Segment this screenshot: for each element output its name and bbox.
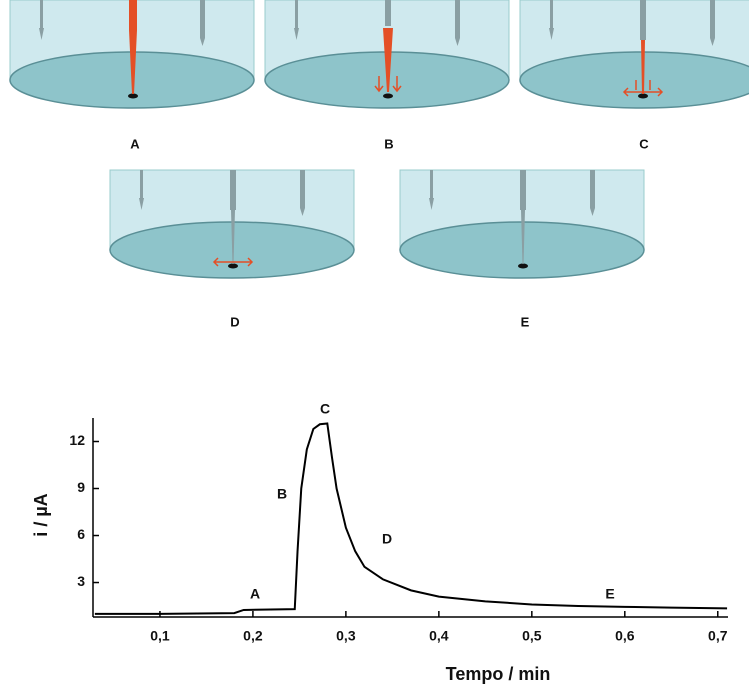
annotation: E (605, 586, 614, 602)
y-tick-label: 6 (77, 526, 85, 542)
x-tick-label: 0,7 (708, 628, 728, 644)
panel-label: B (384, 136, 393, 151)
panel-c (519, 0, 749, 109)
x-tick-label: 0,3 (336, 628, 356, 644)
panel-e (399, 169, 645, 279)
panel-label: A (130, 136, 140, 151)
panel-a (9, 0, 255, 109)
panel-d (109, 169, 355, 279)
panel-label: D (230, 314, 239, 329)
panel-label: E (521, 314, 530, 329)
panel-b (264, 0, 510, 109)
y-tick-label: 3 (77, 573, 85, 589)
annotation: C (320, 401, 330, 417)
x-tick-label: 0,6 (615, 628, 635, 644)
x-tick-label: 0,2 (243, 628, 263, 644)
annotation: A (250, 586, 260, 602)
x-axis-label: Tempo / min (446, 664, 551, 684)
y-axis-label: i / µA (31, 493, 51, 536)
x-tick-label: 0,1 (150, 628, 170, 644)
panel-label: C (639, 136, 649, 151)
x-tick-label: 0,5 (522, 628, 542, 644)
y-tick-label: 9 (77, 479, 85, 495)
x-tick-label: 0,4 (429, 628, 449, 644)
data-line (94, 422, 728, 615)
annotation: D (382, 531, 392, 547)
annotation: B (277, 486, 287, 502)
y-tick-label: 12 (69, 432, 85, 448)
